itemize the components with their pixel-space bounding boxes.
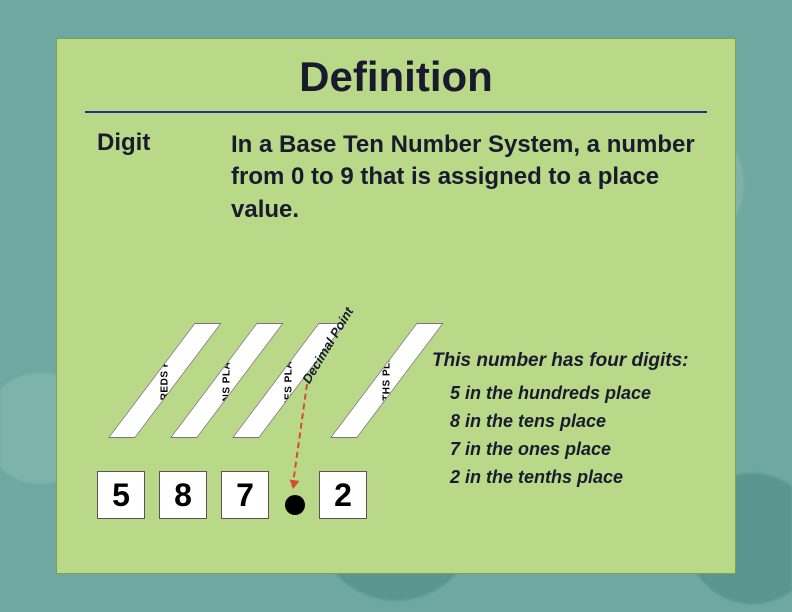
definition-row: Digit In a Base Ten Number System, a num… — [57, 113, 735, 226]
place-flag-tenths: TENTHS PLACE — [319, 356, 374, 486]
definition-card: Definition Digit In a Base Ten Number Sy… — [56, 38, 736, 574]
digit-value: 7 — [236, 477, 254, 513]
digit-value: 8 — [174, 477, 192, 513]
explanation-item: 5 in the hundreds place — [450, 383, 712, 404]
digit-value: 2 — [334, 477, 352, 513]
digit-value: 5 — [112, 477, 130, 513]
explanation-item: 7 in the ones place — [450, 439, 712, 460]
place-flag-hundreds: HUNDREDS PLACE — [97, 356, 152, 486]
digit-box-hundreds: 5 — [97, 471, 145, 519]
definition-text: In a Base Ten Number System, a number fr… — [231, 129, 695, 226]
term-label: Digit — [97, 129, 207, 226]
explanation-item: 8 in the tens place — [450, 411, 712, 432]
diagram: HUNDREDS PLACE 5 TENS PLACE 8 ONES PLACE… — [87, 329, 707, 559]
place-flag-tens: TENS PLACE — [159, 356, 214, 486]
explanation-lead: This number has four digits: — [432, 349, 712, 373]
decimal-point-icon — [285, 495, 305, 515]
explanation: This number has four digits: 5 in the hu… — [432, 349, 712, 495]
card-title: Definition — [57, 39, 735, 101]
place-label: TENTHS PLACE — [381, 339, 392, 422]
digit-box-ones: 7 — [221, 471, 269, 519]
place-label: ONES PLACE — [283, 345, 294, 415]
place-flag-ones: ONES PLACE — [221, 356, 276, 486]
digit-box-tens: 8 — [159, 471, 207, 519]
digit-box-tenths: 2 — [319, 471, 367, 519]
explanation-item: 2 in the tenths place — [450, 467, 712, 488]
decimal-point-arrow — [292, 384, 308, 487]
